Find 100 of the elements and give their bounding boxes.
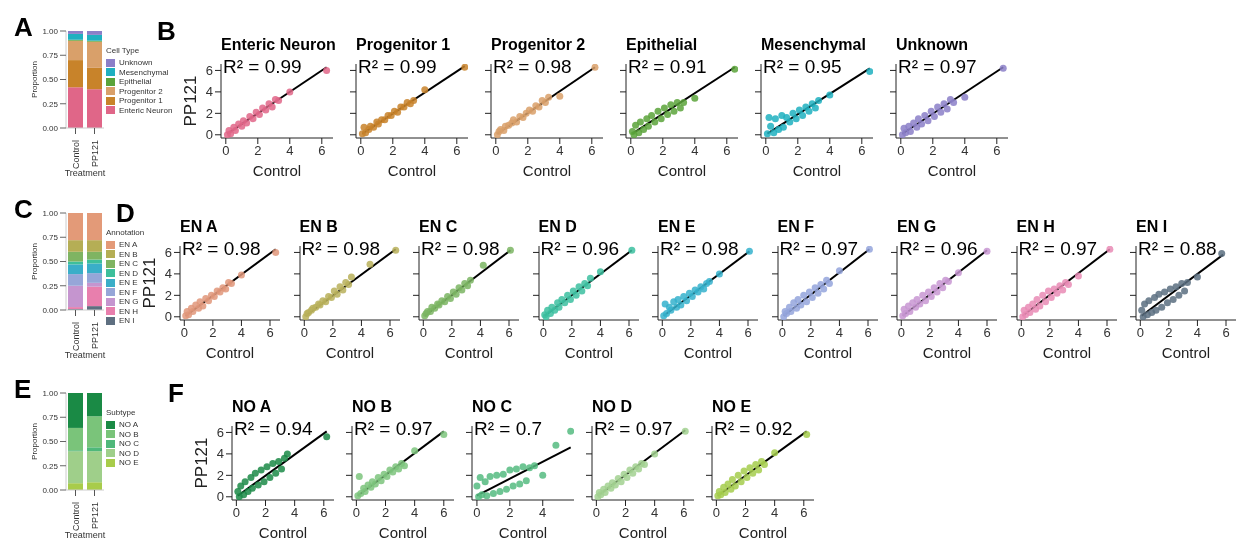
annotation: R² = 0.88 [1138, 238, 1217, 260]
legend-label: EN C [119, 259, 139, 269]
annotation: R² = 0.98 [421, 238, 500, 260]
x-tick-label: 0 [897, 325, 905, 341]
x-tick-label: 0 [232, 505, 240, 521]
annotation: R² = 0.97 [779, 238, 859, 260]
x-tick-label: 0 [492, 143, 500, 159]
x-tick-label: 4 [1074, 325, 1082, 341]
x-axis-title: Control [922, 344, 972, 361]
legend-label: NO D [119, 448, 139, 458]
x-tick-label: 2 [506, 505, 514, 521]
x-tick-label: 6 [1222, 325, 1230, 341]
y-tick-label: 0.00 [42, 485, 59, 495]
x-tick-label: 6 [505, 325, 513, 341]
x-tick-label: 2 [381, 505, 390, 521]
x-tick-label: 0 [712, 505, 720, 521]
x-tick-label: 2 [448, 325, 456, 341]
x-tick-label: 2 [659, 143, 667, 159]
y-tick-label: 0.50 [42, 257, 59, 267]
chart-title: Progenitor 2 [491, 36, 586, 53]
chart-title: Mesenchymal [761, 36, 866, 53]
x-tick-label: 0 [473, 505, 481, 521]
annotation: R² = 0.97 [594, 418, 673, 440]
legend-label: NO B [119, 429, 139, 439]
y-tick-label: 0.25 [42, 99, 59, 109]
x-tick-label: 0 [897, 143, 905, 159]
x-tick-label: 4 [771, 505, 779, 521]
x-axis-title: Control [1042, 344, 1091, 361]
chart-title: EN D [538, 218, 577, 235]
chart-title: EN E [658, 218, 696, 235]
chart-title: NO D [592, 398, 632, 415]
annotation: R² = 0.97 [898, 56, 977, 78]
x-tick-label: 4 [835, 325, 843, 341]
x-tick-label: 2 [328, 325, 336, 341]
x-tick-label: 6 [744, 325, 752, 341]
x-axis-title: Control [444, 344, 494, 361]
x-axis-title: Treatment [64, 168, 106, 178]
x-tick-label: 6 [588, 143, 596, 159]
x-tick-label: 6 [624, 325, 633, 341]
x-tick-label: PP121 [89, 502, 100, 530]
y-tick-label: 0.50 [42, 75, 59, 85]
y-tick-label: 0.75 [42, 233, 59, 243]
x-tick-label: 0 [419, 325, 427, 341]
legend-label: EN H [119, 306, 139, 316]
x-tick-label: 4 [691, 143, 699, 159]
annotation: R² = 0.98 [660, 238, 739, 260]
legend-label: EN I [119, 316, 135, 326]
legend-title: Subtype [106, 408, 137, 417]
x-tick-label: 0 [592, 505, 600, 521]
legend-label: NO C [119, 439, 139, 449]
chart-title: EN H [1016, 218, 1055, 235]
x-tick-label: 4 [421, 143, 429, 159]
annotation: R² = 0.98 [182, 238, 261, 260]
annotation: R² = 0.98 [493, 56, 572, 78]
x-tick-label: 4 [596, 325, 604, 341]
x-axis-title: Control [252, 162, 302, 179]
x-tick-label: 0 [1136, 325, 1144, 341]
x-tick-label: 4 [357, 325, 365, 341]
annotation: R² = 0.96 [899, 238, 978, 260]
legend-label: Progenitor 2 [119, 86, 163, 96]
x-tick-label: 2 [687, 325, 695, 341]
y-tick-label: 4 [216, 446, 224, 462]
x-tick-label: 6 [1102, 325, 1111, 341]
annotation: R² = 0.94 [234, 418, 313, 440]
y-tick-label: 1.00 [42, 208, 59, 218]
y-tick-label: 1.00 [42, 26, 59, 36]
y-tick-label: 2 [216, 467, 224, 483]
x-tick-label: 2 [794, 143, 802, 159]
annotation: R² = 0.99 [223, 56, 302, 78]
x-tick-label: 4 [286, 143, 294, 159]
x-tick-label: 6 [680, 505, 688, 521]
x-tick-label: 6 [863, 325, 872, 341]
x-tick-label: 4 [411, 505, 419, 521]
y-tick-label: 0 [216, 489, 224, 505]
x-tick-label: 0 [658, 325, 666, 341]
x-tick-label: 4 [961, 143, 969, 159]
x-tick-label: 4 [237, 325, 246, 341]
text: A [14, 12, 33, 43]
x-axis-title: Control [205, 344, 255, 361]
x-tick-label: 2 [389, 143, 397, 159]
chart-title: NO E [712, 398, 752, 415]
x-tick-label: 0 [352, 505, 360, 521]
text: F [168, 378, 184, 409]
y-tick-label: 0.00 [42, 123, 59, 133]
chart-title: Epithelial [626, 36, 698, 53]
y-axis-title: PP121 [181, 75, 200, 127]
x-axis-title: Control [618, 524, 668, 541]
annotation: R² = 0.7 [474, 418, 543, 440]
x-tick-label: 6 [858, 143, 866, 159]
y-tick-label: 6 [205, 63, 213, 79]
text: C [14, 194, 33, 225]
x-tick-label: 4 [291, 505, 299, 521]
x-axis-title: Control [564, 344, 613, 361]
x-tick-label: 2 [254, 143, 262, 159]
y-tick-label: 0.25 [42, 281, 59, 291]
y-axis-title: Proportion [29, 423, 39, 460]
chart-title: NO B [352, 398, 392, 415]
legend-label: EN A [119, 240, 138, 250]
y-tick-label: 0.50 [42, 437, 59, 447]
x-axis-title: Control [378, 524, 428, 541]
